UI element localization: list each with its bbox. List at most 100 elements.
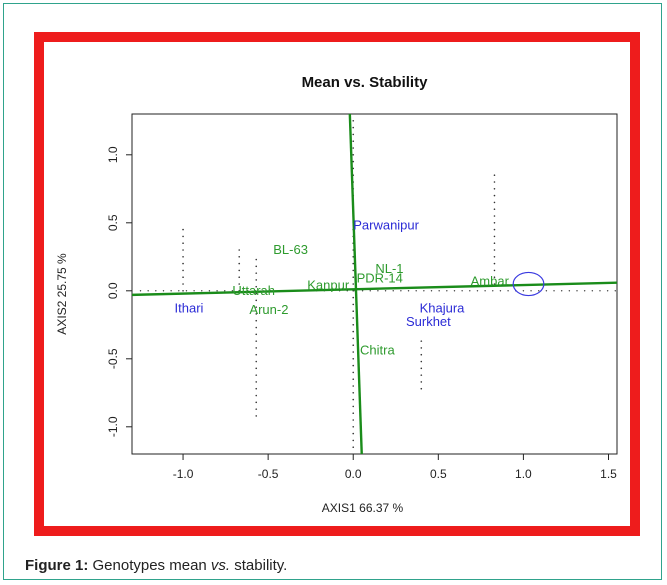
- projection-dot: [614, 290, 616, 292]
- genotype-label: Khajura: [420, 301, 466, 316]
- projection-dot: [352, 262, 355, 265]
- projection-dot: [255, 408, 258, 410]
- projection-dot: [352, 432, 355, 435]
- x-tick-label: 1.0: [515, 467, 532, 481]
- projection-dot: [352, 385, 355, 387]
- projection-dot: [182, 269, 184, 272]
- genotype-label: Surkhet: [406, 314, 451, 329]
- projection-dot: [255, 353, 258, 356]
- projection-dot: [170, 290, 172, 292]
- projection-dot: [224, 290, 226, 292]
- projection-dot: [423, 290, 425, 292]
- environment-label: NL-1: [375, 261, 403, 276]
- projection-dot: [420, 360, 423, 363]
- projection-dot: [420, 367, 423, 370]
- projection-dot: [493, 235, 496, 238]
- projection-dot: [553, 290, 555, 292]
- x-tick-label: 0.5: [430, 467, 447, 481]
- projection-dot: [255, 387, 258, 390]
- x-tick-label: -1.0: [173, 467, 194, 481]
- projection-dot: [255, 292, 258, 295]
- projection-dot: [576, 290, 578, 292]
- projection-dot: [255, 367, 258, 370]
- projection-dot: [538, 290, 540, 292]
- projection-dot: [255, 347, 258, 349]
- projection-dot: [255, 299, 258, 302]
- projection-dot: [182, 256, 184, 258]
- projection-dot: [352, 392, 355, 394]
- projection-dot: [182, 228, 184, 231]
- projection-dot: [255, 360, 258, 363]
- projection-dot: [493, 194, 496, 197]
- projection-dot: [352, 120, 355, 122]
- y-tick-label: -0.5: [106, 348, 120, 369]
- projection-dot: [352, 310, 355, 313]
- projection-dot: [352, 330, 355, 333]
- projection-dot: [352, 398, 355, 401]
- projection-dot: [493, 188, 496, 190]
- projection-dot: [255, 319, 258, 322]
- projection-dot: [352, 324, 355, 326]
- projection-dot: [255, 401, 258, 404]
- aec-ordinate-line: [348, 113, 363, 455]
- projection-dot: [493, 249, 496, 251]
- x-tick-label: -0.5: [258, 467, 279, 481]
- projection-dot: [606, 290, 609, 292]
- projection-dot: [352, 303, 355, 306]
- genotype-label: Parwanipur: [353, 218, 419, 233]
- environment-label: Ambar: [471, 273, 510, 288]
- projection-dot: [493, 181, 496, 183]
- projection-dot: [352, 439, 355, 442]
- projection-dot: [507, 290, 509, 292]
- projection-dot: [484, 290, 486, 292]
- environment-label: Arun-2: [249, 302, 288, 317]
- y-tick-label: 1.0: [106, 146, 120, 163]
- x-tick-label: 0.0: [345, 467, 362, 481]
- projection-dot: [352, 446, 355, 449]
- projection-dot: [255, 272, 258, 274]
- projection-dot: [545, 290, 548, 292]
- projection-dot: [238, 256, 241, 258]
- projection-dot: [499, 290, 502, 292]
- projection-dot: [493, 222, 496, 224]
- projection-dot: [493, 283, 496, 285]
- projection-dot: [155, 290, 157, 292]
- environment-label: Uttarah: [232, 283, 275, 298]
- projection-dot: [352, 351, 355, 353]
- projection-dot: [182, 283, 184, 285]
- projection-dot: [208, 290, 211, 292]
- projection-dot: [415, 290, 417, 292]
- projection-dot: [453, 290, 456, 292]
- projection-dot: [238, 283, 241, 285]
- projection-dot: [238, 249, 241, 251]
- projection-dot: [438, 290, 440, 292]
- projection-dot: [352, 276, 355, 278]
- projection-dot: [255, 265, 258, 268]
- projection-dot: [522, 290, 525, 292]
- chart-title: Mean vs. Stability: [302, 74, 429, 91]
- genotype-label: Ithari: [175, 301, 204, 316]
- projection-dot: [352, 344, 355, 347]
- projection-dot: [238, 276, 241, 278]
- projection-dot: [407, 290, 410, 292]
- projection-dot: [185, 290, 188, 292]
- projection-dot: [255, 333, 258, 336]
- environment-label: Kanpur: [307, 277, 350, 292]
- projection-dot: [255, 313, 258, 315]
- projection-dot: [446, 290, 448, 292]
- projection-dot: [400, 290, 402, 292]
- projection-dot: [201, 290, 203, 292]
- projection-dot: [493, 228, 496, 231]
- projection-dot: [492, 290, 494, 292]
- projection-dot: [352, 154, 355, 156]
- projection-dot: [255, 279, 258, 281]
- projection-dot: [182, 242, 184, 244]
- y-axis-label: AXIS2 25.75 %: [55, 253, 69, 335]
- projection-dot: [352, 371, 355, 374]
- environment-label: PDR-14: [357, 271, 403, 286]
- projection-dot: [255, 326, 258, 329]
- projection-dot: [352, 133, 355, 136]
- projection-dot: [182, 290, 184, 292]
- projection-dot: [255, 374, 258, 376]
- projection-dot: [139, 290, 142, 292]
